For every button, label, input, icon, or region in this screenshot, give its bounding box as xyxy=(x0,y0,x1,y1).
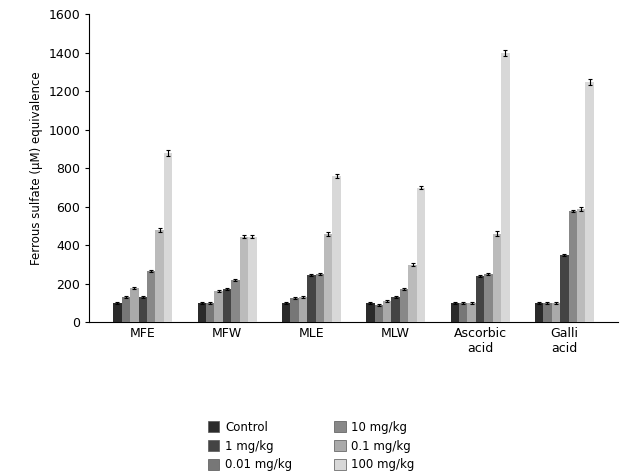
Bar xyxy=(585,82,594,322)
Bar xyxy=(552,303,560,322)
Bar xyxy=(400,289,408,322)
Bar xyxy=(138,297,147,322)
Bar xyxy=(543,303,552,322)
Bar xyxy=(215,291,223,322)
Bar xyxy=(492,234,501,322)
Bar xyxy=(290,298,299,322)
Bar xyxy=(501,53,510,322)
Bar xyxy=(392,297,400,322)
Bar xyxy=(484,274,492,322)
Legend: Control, 1 mg/kg, 0.01 mg/kg, 10 mg/kg, 0.1 mg/kg, 100 mg/kg: Control, 1 mg/kg, 0.01 mg/kg, 10 mg/kg, … xyxy=(208,420,415,472)
Bar xyxy=(324,234,333,322)
Bar xyxy=(535,303,543,322)
Bar xyxy=(113,303,122,322)
Bar xyxy=(164,153,172,322)
Bar xyxy=(122,297,130,322)
Bar xyxy=(459,303,468,322)
Bar xyxy=(569,210,577,322)
Bar xyxy=(577,209,585,322)
Bar xyxy=(560,255,569,322)
Bar xyxy=(450,303,459,322)
Bar xyxy=(282,303,290,322)
Bar xyxy=(231,280,240,322)
Y-axis label: Ferrous sulfate (μM) equivalence: Ferrous sulfate (μM) equivalence xyxy=(30,72,43,265)
Bar xyxy=(333,176,341,322)
Bar xyxy=(130,288,138,322)
Bar xyxy=(248,237,257,322)
Bar xyxy=(206,303,215,322)
Bar xyxy=(408,264,417,322)
Bar xyxy=(240,237,248,322)
Bar xyxy=(468,303,476,322)
Bar xyxy=(366,303,375,322)
Bar xyxy=(383,301,392,322)
Bar xyxy=(299,297,307,322)
Bar xyxy=(315,274,324,322)
Bar xyxy=(147,271,155,322)
Bar xyxy=(375,305,383,322)
Bar xyxy=(476,276,484,322)
Bar xyxy=(155,230,164,322)
Bar xyxy=(223,289,231,322)
Bar xyxy=(307,275,315,322)
Bar xyxy=(197,303,206,322)
Bar xyxy=(417,188,426,322)
